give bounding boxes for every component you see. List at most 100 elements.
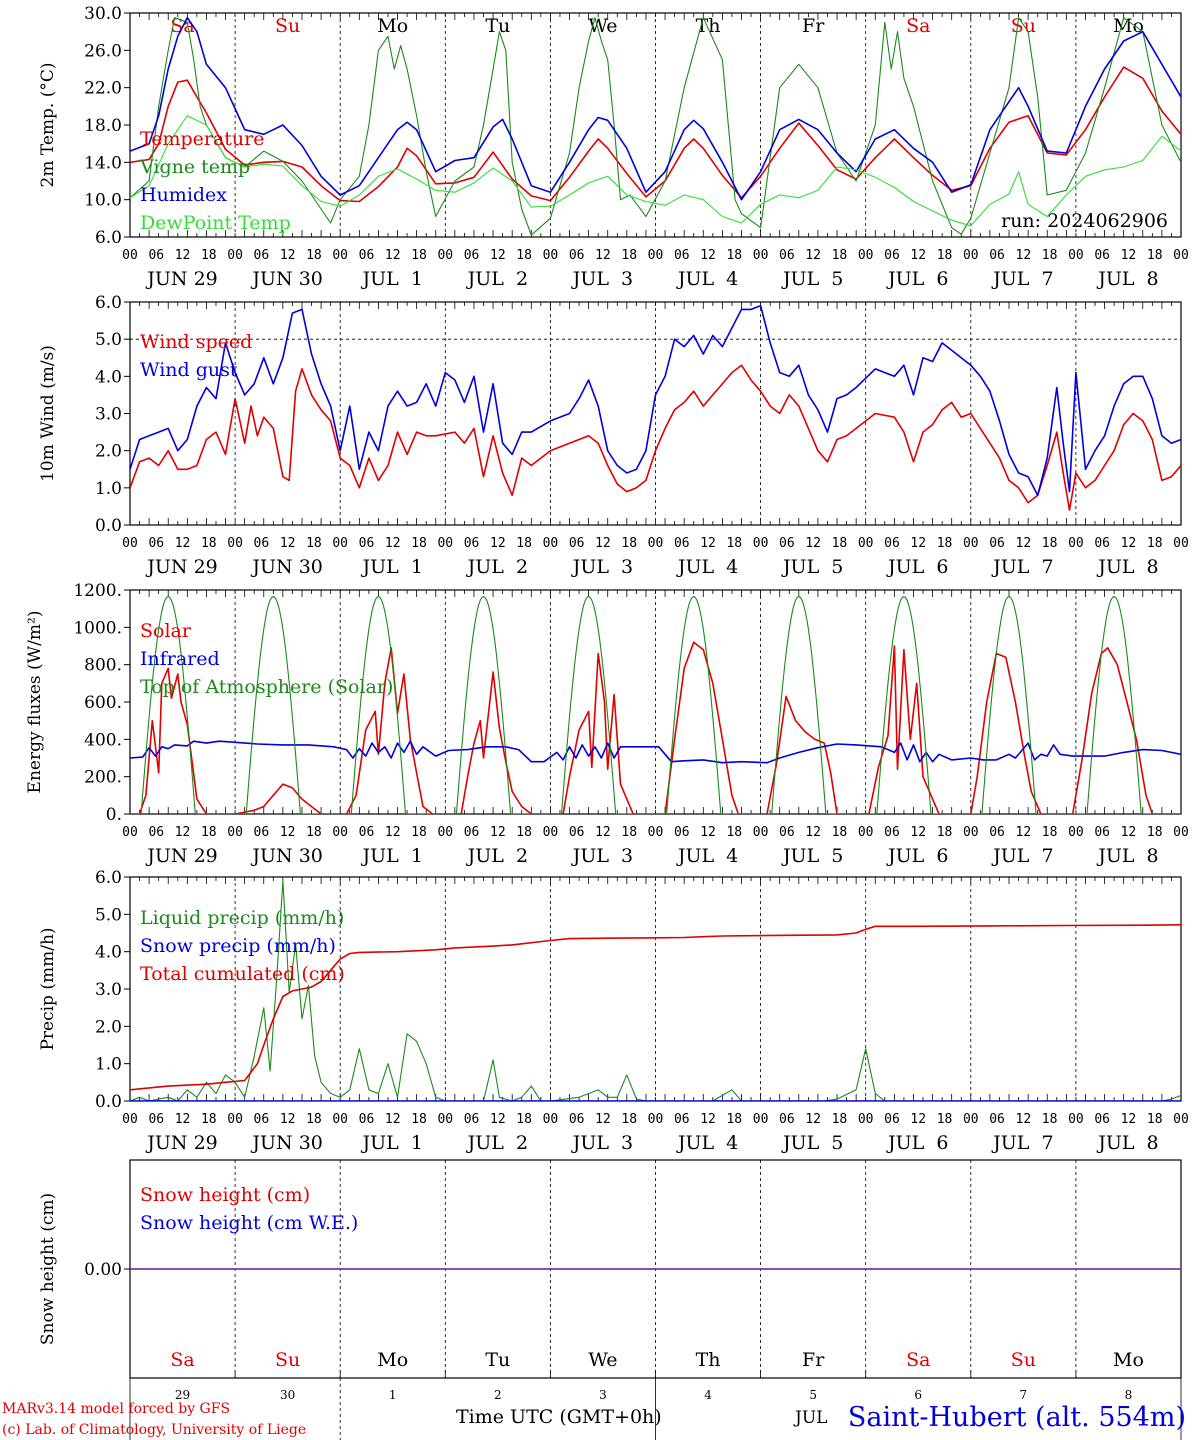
date-label: JUL 1	[361, 1132, 423, 1154]
y-tick-label: 1.0	[95, 479, 122, 499]
hour-label: 12	[700, 825, 716, 840]
hour-label: 18	[201, 1112, 217, 1127]
hour-label: 12	[280, 1112, 296, 1127]
series-group	[130, 880, 1181, 1101]
hour-label: 06	[254, 536, 270, 551]
date-label: JUN 30	[250, 1132, 322, 1154]
hour-label: 18	[411, 1112, 427, 1127]
hour-label: 12	[595, 825, 611, 840]
legend-entry: Temperature	[140, 128, 264, 150]
hour-label: 06	[148, 1112, 164, 1127]
hour-label: 00	[1173, 1112, 1189, 1127]
date-label: JUL 3	[571, 1132, 633, 1154]
hour-label: 18	[937, 825, 953, 840]
hour-label: 12	[385, 1112, 401, 1127]
hour-label: 06	[884, 1112, 900, 1127]
day-number-label: 1	[389, 1388, 397, 1402]
day-number-label: 2	[494, 1388, 502, 1402]
hour-label: 18	[516, 536, 532, 551]
y-tick-label: 0.0	[95, 516, 122, 536]
day-number-label: 3	[599, 1388, 607, 1402]
y-tick-label: 2.0	[95, 1017, 122, 1037]
date-label: JUN 29	[145, 1132, 217, 1154]
date-label: JUL 1	[361, 556, 423, 578]
date-label: JUL 8	[1096, 1132, 1158, 1154]
hour-label: 06	[359, 825, 375, 840]
hour-label: 12	[1121, 1112, 1137, 1127]
series-group	[130, 595, 1181, 814]
weekday-label: Sa	[906, 15, 930, 37]
hour-label: 06	[779, 1112, 795, 1127]
hour-label: 18	[1147, 1112, 1163, 1127]
legend-entry: Vigne temp	[139, 156, 250, 178]
hour-label: 06	[148, 825, 164, 840]
y-tick-label: 1200.	[73, 581, 122, 601]
hour-label: 00	[437, 825, 453, 840]
weekday-label: Sa	[906, 1349, 930, 1371]
date-label: JUL 4	[676, 845, 738, 867]
date-label: JUL 7	[991, 1132, 1053, 1154]
series-wind-gust	[130, 304, 1181, 497]
hour-label: 06	[148, 248, 164, 263]
hour-label: 18	[621, 536, 637, 551]
hour-label: 12	[805, 825, 821, 840]
y-axis-title: Precip (mm/h)	[38, 927, 58, 1050]
y-tick-label: 5.0	[95, 330, 122, 350]
y-tick-label: 30.0	[84, 4, 122, 24]
hour-label: 12	[490, 248, 506, 263]
hour-label: 06	[359, 248, 375, 263]
hour-label: 00	[227, 1112, 243, 1127]
y-tick-label: 3.0	[95, 405, 122, 425]
hour-label: 00	[332, 248, 348, 263]
series-dewpoint-temp	[130, 115, 1181, 227]
hour-label: 00	[1173, 536, 1189, 551]
weekday-label: Mo	[1113, 1349, 1144, 1371]
date-label: JUL 2	[466, 556, 528, 578]
weekday-label: Th	[696, 15, 721, 37]
series-group	[130, 16, 1181, 236]
y-tick-label: 6.0	[95, 228, 122, 248]
series-solar	[130, 641, 1181, 814]
weekday-label: We	[588, 1349, 617, 1371]
hour-label: 12	[1121, 248, 1137, 263]
hour-label: 06	[1094, 536, 1110, 551]
hour-label: 18	[937, 1112, 953, 1127]
hour-label: 18	[832, 1112, 848, 1127]
hour-label: 18	[201, 536, 217, 551]
hour-label: 06	[779, 825, 795, 840]
hour-label: 00	[753, 1112, 769, 1127]
date-label: JUL 7	[991, 556, 1053, 578]
y-axis-title: 10m Wind (m/s)	[38, 345, 58, 482]
hour-label: 12	[595, 1112, 611, 1127]
hour-label: 12	[280, 248, 296, 263]
y-tick-label: 18.0	[84, 116, 122, 136]
hour-label: 18	[1147, 825, 1163, 840]
y-tick-label: 10.0	[84, 191, 122, 211]
hour-label: 18	[411, 248, 427, 263]
hour-label: 12	[385, 536, 401, 551]
hour-label: 12	[805, 1112, 821, 1127]
date-label: JUN 29	[145, 556, 217, 578]
station-name: Saint-Hubert (alt. 554m)	[848, 1402, 1186, 1433]
hour-label: 06	[464, 825, 480, 840]
date-label: JUL 6	[886, 845, 948, 867]
hour-label: 06	[148, 536, 164, 551]
hour-label: 12	[490, 825, 506, 840]
date-label: JUL 4	[676, 268, 738, 290]
hour-label: 12	[385, 825, 401, 840]
hour-label: 00	[858, 1112, 874, 1127]
hour-label: 12	[910, 1112, 926, 1127]
hour-label: 06	[674, 1112, 690, 1127]
hour-label: 00	[753, 536, 769, 551]
hour-label: 06	[674, 248, 690, 263]
date-label: JUL 6	[886, 556, 948, 578]
panel-3: 0. 200. 400. 600. 800. 1000. 1200. Energy fluxe…	[25, 581, 1189, 867]
weekday-label: Su	[1011, 15, 1036, 37]
series-total-cumulated-cm-	[130, 924, 1181, 1091]
hour-label: 18	[726, 536, 742, 551]
panel-4: 0.0 1.0 2.0 3.0 4.0 5.0 6.0 Precip (mm/h) 00 06 12…	[38, 868, 1189, 1154]
legend-entry: Top of Atmosphere (Solar)	[140, 676, 393, 698]
hour-label: 00	[332, 825, 348, 840]
legend-entry: Humidex	[140, 184, 227, 206]
hour-label: 06	[779, 248, 795, 263]
